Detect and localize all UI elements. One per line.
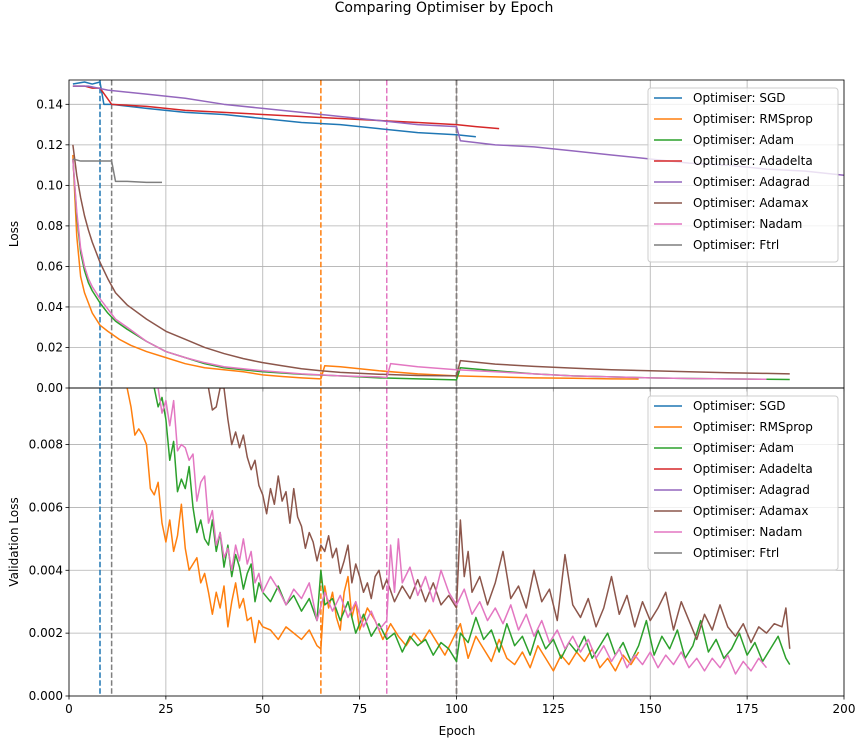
legend-box [647,87,839,263]
x-axis-label: Epoch [439,724,476,738]
y-tick-label: 0.08 [36,219,63,233]
legend-label: Optimiser: RMSprop [693,420,813,434]
x-tick-label: 75 [352,702,367,716]
x-tick-label: 0 [65,702,73,716]
y-tick-label: 0.006 [29,500,63,514]
y-tick-label: 0.000 [29,689,63,703]
series-line-ftrl [72,158,162,184]
loss-panel: 0.00 0.02 0.04 0.06 0.08 0.10 0.12 0.14 Loss Opti… [7,79,845,395]
legend: Optimiser: SGD Optimiser: RMSprop Optimise… [647,395,839,571]
y-tick-label: 0.002 [29,626,63,640]
legend-label: Optimiser: Adam [693,133,794,147]
x-tick-label: 150 [639,702,662,716]
loss-y-axis-label: Loss [7,221,21,247]
legend-label: Optimiser: Ftrl [693,546,779,560]
y-tick-label: 0.00 [36,381,63,395]
legend-label: Optimiser: RMSprop [693,112,813,126]
legend-label: Optimiser: Ftrl [693,238,779,252]
x-tick-label: 200 [833,702,856,716]
y-tick-label: 0.004 [29,563,63,577]
legend-label: Optimiser: Adadelta [693,462,813,476]
y-tick-label: 0.06 [36,259,63,273]
axes-frame [68,387,845,697]
series-line-rmsprop [72,154,639,380]
y-tick-label: 0.02 [36,340,63,354]
y-tick-label: 0.12 [36,138,63,152]
legend-label: Optimiser: Adagrad [693,483,810,497]
legend-label: Optimiser: Adamax [693,196,808,210]
series-line-nadam [72,158,767,381]
legend: Optimiser: SGD Optimiser: RMSprop Optimise… [647,87,839,263]
series-line-sgd [72,81,476,138]
series-line-adam [153,388,791,665]
y-tick-label: 0.008 [29,438,63,452]
validation-loss-panel: 0.000 0.002 0.004 0.006 0.008 0 25 50 75 100 125 15… [7,387,856,716]
legend-label: Optimiser: Nadam [693,217,802,231]
x-tick-label: 125 [542,702,565,716]
chart-title: Comparing Optimiser by Epoch [335,0,554,16]
legend-label: Optimiser: Adadelta [693,154,813,168]
validation-loss-y-axis-label: Validation Loss [7,497,21,586]
series-line-adamax [207,388,791,649]
x-tick-label: 25 [158,702,173,716]
y-tick-label: 0.10 [36,178,63,192]
series-line-adamax [72,144,790,377]
legend-label: Optimiser: Adamax [693,504,808,518]
legend-label: Optimiser: SGD [693,399,786,413]
legend-label: Optimiser: Adam [693,441,794,455]
legend-label: Optimiser: SGD [693,91,786,105]
y-tick-label: 0.04 [36,300,63,314]
series-line-nadam [157,388,768,675]
legend-label: Optimiser: Nadam [693,525,802,539]
x-tick-label: 50 [255,702,270,716]
series-line-rmsprop [126,388,640,672]
x-tick-label: 175 [736,702,759,716]
x-tick-label: 100 [445,702,468,716]
legend-label: Optimiser: Adagrad [693,175,810,189]
legend-box [647,395,839,571]
y-tick-label: 0.14 [36,97,63,111]
